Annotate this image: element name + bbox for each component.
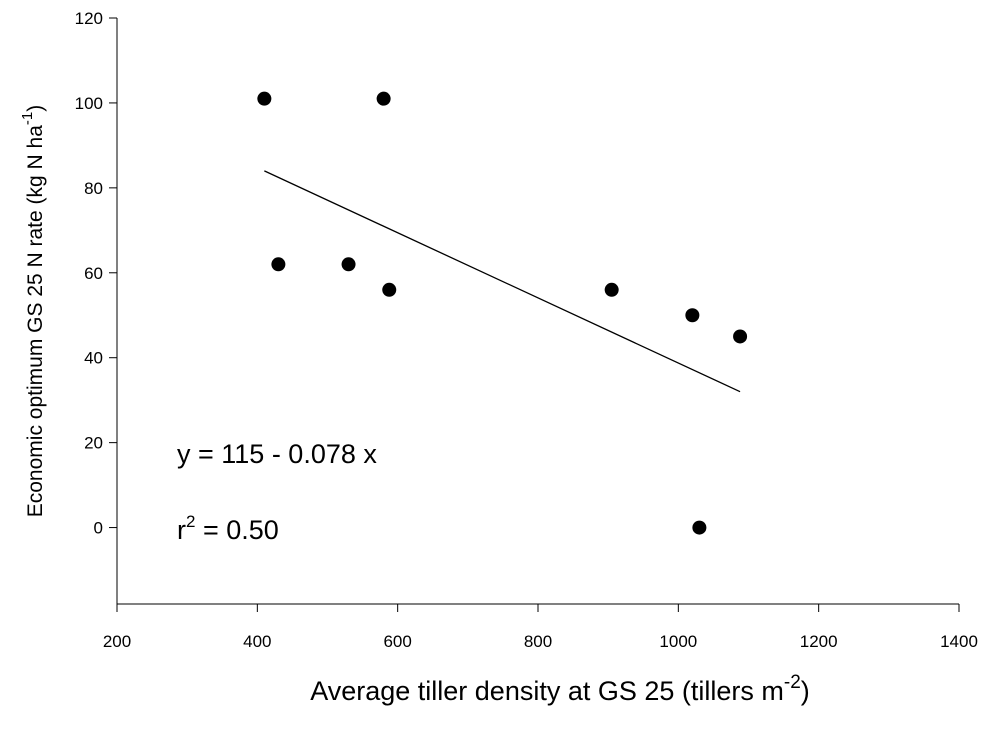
r2-text: = 0.50 <box>195 515 278 545</box>
point <box>257 91 272 106</box>
point <box>685 308 700 323</box>
x-label-text: ) <box>801 676 810 706</box>
x-tick-label: 1200 <box>800 632 838 651</box>
y-tick-label: 120 <box>75 9 103 28</box>
x-axis-label: Average tiller density at GS 25 (tillers… <box>310 672 810 706</box>
x-tick-label: 800 <box>524 632 552 651</box>
x-tick-label: 1400 <box>940 632 978 651</box>
y-label-sup: -1 <box>19 112 36 125</box>
point <box>382 282 397 297</box>
x-tick-label: 200 <box>103 632 131 651</box>
x-tick-label: 600 <box>383 632 411 651</box>
point <box>376 91 391 106</box>
y-tick-label: 60 <box>84 264 103 283</box>
point <box>604 282 619 297</box>
y-tick-label: 0 <box>94 519 103 538</box>
y-tick-label: 80 <box>84 179 103 198</box>
r2-text: r <box>177 515 186 545</box>
x-tick-label: 1000 <box>659 632 697 651</box>
x-label-text: Average tiller density at GS 25 (tillers… <box>310 676 784 706</box>
y-tick-label: 100 <box>75 94 103 113</box>
point <box>733 329 748 344</box>
annotation: r2 = 0.50 <box>177 512 279 545</box>
equation: y = 115 - 0.078 x <box>177 439 377 469</box>
point <box>341 257 356 272</box>
y-label-text: Economic optimum GS 25 N rate (kg N ha <box>24 125 47 517</box>
point <box>271 257 286 272</box>
point <box>692 520 707 535</box>
y-axis-label: Economic optimum GS 25 N rate (kg N ha-1… <box>19 105 47 518</box>
annotation: y = 115 - 0.078 x <box>177 439 377 469</box>
y-label-text: ) <box>24 105 47 112</box>
y-tick-label: 20 <box>84 434 103 453</box>
x-tick-label: 400 <box>243 632 271 651</box>
fit-line <box>264 170 741 393</box>
r2-sup: 2 <box>186 512 195 531</box>
x-label-sup: -2 <box>784 672 801 693</box>
y-tick-label: 40 <box>84 349 103 368</box>
